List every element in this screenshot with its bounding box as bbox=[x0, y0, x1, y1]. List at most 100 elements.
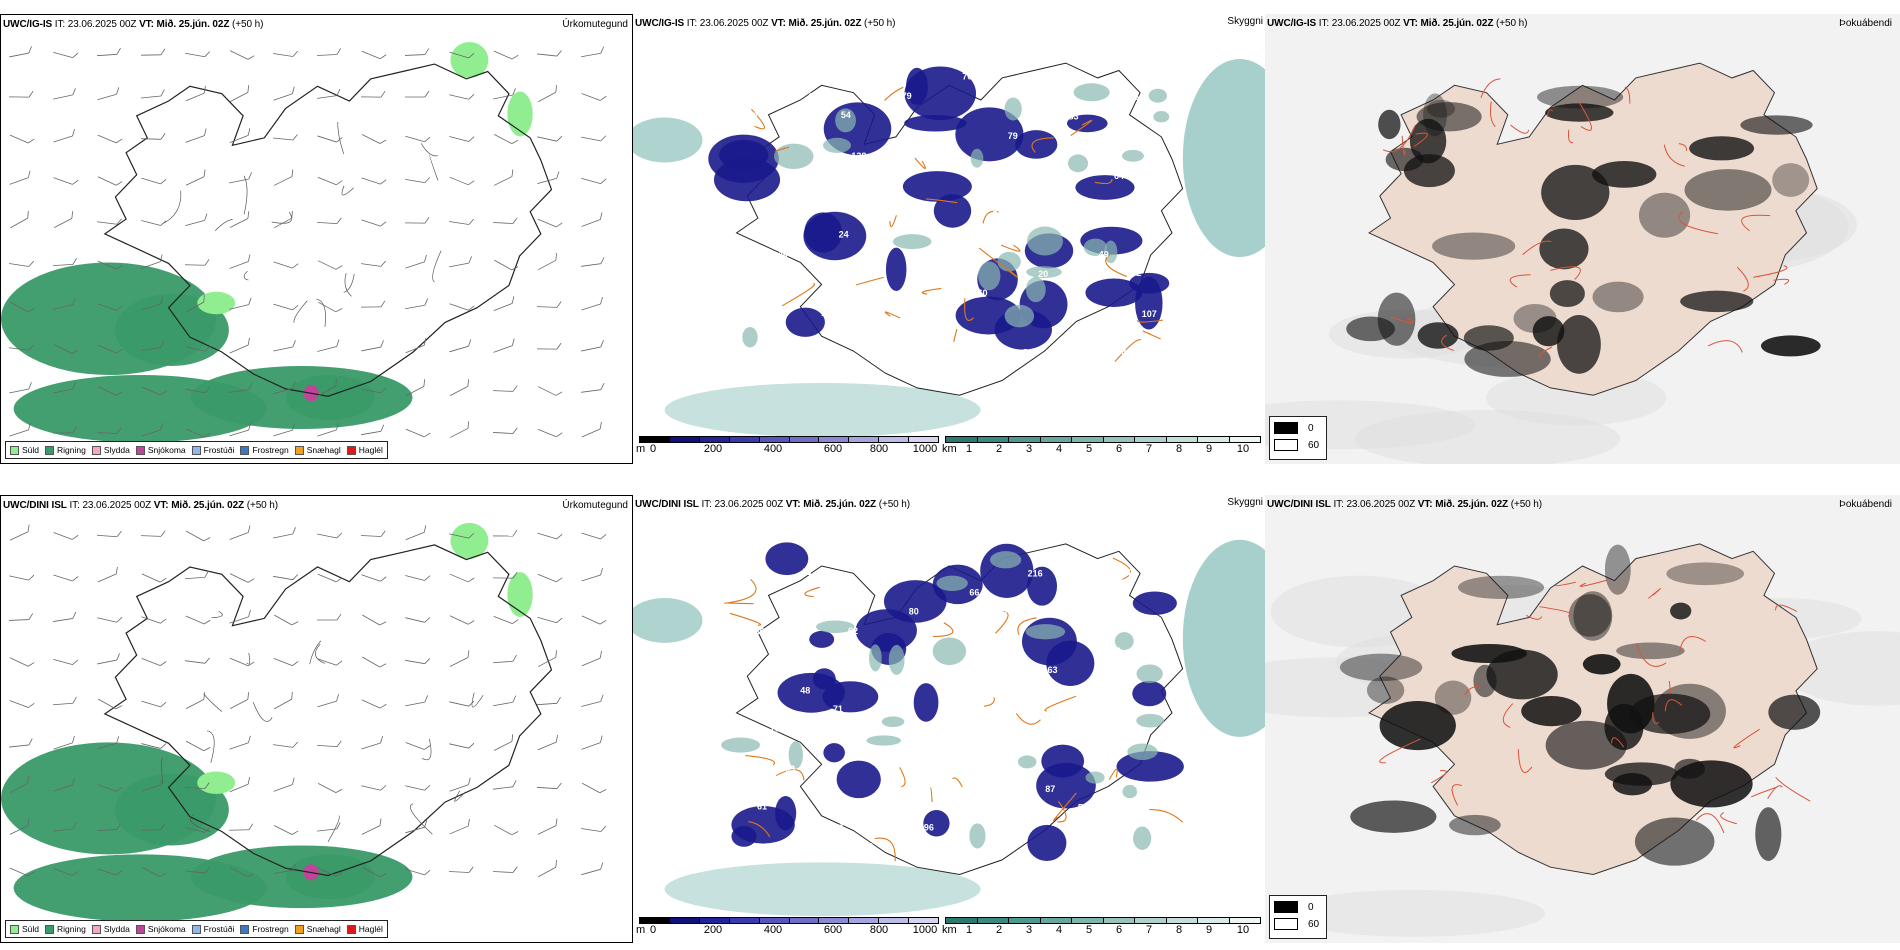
fog-index-area bbox=[1378, 109, 1401, 140]
fog-index-area bbox=[1451, 644, 1528, 664]
wind-barb bbox=[318, 301, 343, 313]
wind-barb bbox=[449, 532, 475, 539]
fog-index-area bbox=[1434, 680, 1472, 715]
wind-barb bbox=[493, 338, 515, 353]
low-ceiling-area bbox=[785, 307, 825, 337]
wind-barb bbox=[537, 253, 557, 271]
wind-barb bbox=[185, 657, 210, 664]
ceiling-value-label: 62 bbox=[848, 626, 858, 636]
visibility-patch bbox=[1122, 784, 1138, 799]
visibility-patch bbox=[892, 234, 932, 250]
road-line bbox=[1108, 768, 1118, 780]
wind-barb bbox=[97, 303, 123, 311]
wind-barb bbox=[404, 90, 430, 98]
wind-barb bbox=[9, 170, 31, 185]
wind-barb bbox=[141, 89, 165, 99]
wind-barb bbox=[360, 300, 386, 308]
wind-barb bbox=[141, 700, 167, 708]
ceiling-value-label: 54 bbox=[956, 841, 966, 851]
wind-barb bbox=[537, 532, 563, 540]
visibility-colorbar-ticks: km 1 2 3 4 5 6 7 8 9 10 bbox=[942, 443, 1261, 455]
wind-barb bbox=[537, 734, 558, 751]
legend-swatch bbox=[135, 924, 145, 934]
wind-barb bbox=[492, 654, 517, 664]
low-ceiling-area bbox=[955, 107, 1024, 162]
ceiling-value-label: 75 bbox=[1093, 724, 1103, 734]
wind-barb bbox=[53, 868, 79, 876]
wind-barb bbox=[273, 303, 299, 311]
wind-barb bbox=[97, 87, 120, 101]
contour-line bbox=[429, 154, 439, 181]
fog-legend: 0 60 bbox=[1269, 416, 1327, 460]
road-line bbox=[1031, 137, 1054, 153]
road-line bbox=[1522, 240, 1552, 256]
contour-line bbox=[421, 738, 432, 761]
wind-barb bbox=[317, 422, 339, 437]
road-line bbox=[1635, 643, 1667, 667]
ceiling-tick: 800 bbox=[869, 924, 889, 936]
wind-barb bbox=[492, 217, 518, 224]
road-line bbox=[775, 769, 805, 781]
wind-barb bbox=[317, 822, 341, 832]
wind-barb bbox=[317, 573, 343, 583]
road-line bbox=[1094, 178, 1113, 185]
wind-barb bbox=[185, 428, 211, 438]
ceiling-value-label: 97 bbox=[987, 684, 997, 694]
wind-barb bbox=[318, 379, 337, 397]
wind-barb bbox=[362, 866, 387, 878]
visibility-colorbar: km 1 2 3 4 5 6 7 8 9 10 bbox=[942, 436, 1261, 455]
low-ceiling-area bbox=[913, 683, 939, 722]
low-visibility-area bbox=[1182, 539, 1265, 737]
ceiling-value-label: 51 bbox=[803, 567, 813, 577]
low-visibility-area bbox=[664, 383, 981, 437]
wind-barb bbox=[98, 698, 123, 710]
low-ceiling-area bbox=[1027, 566, 1058, 606]
wind-barb bbox=[9, 700, 35, 708]
road-line bbox=[1579, 579, 1607, 587]
ceiling-value-label: 69 bbox=[863, 842, 873, 852]
wind-barb bbox=[185, 827, 211, 833]
road-line bbox=[1451, 784, 1462, 806]
ceiling-value-label: 47 bbox=[869, 72, 879, 82]
wind-barb bbox=[494, 259, 519, 271]
wind-barb bbox=[141, 657, 167, 667]
wind-barb bbox=[537, 818, 558, 835]
visibility-tick: 1 bbox=[965, 443, 973, 455]
wind-barb bbox=[273, 574, 299, 581]
wind-barb bbox=[361, 50, 387, 60]
visibility-patch bbox=[1153, 111, 1170, 123]
ceiling-value-label: 38 bbox=[856, 327, 866, 337]
visibility-patch bbox=[932, 637, 967, 666]
wind-barb bbox=[581, 735, 603, 750]
road-line bbox=[982, 210, 1000, 224]
visibility-patch bbox=[1025, 624, 1066, 640]
wind-barb bbox=[362, 614, 387, 626]
wind-barb bbox=[449, 176, 475, 186]
legend-swatch bbox=[240, 924, 250, 934]
wind-barb bbox=[361, 574, 387, 582]
ceiling-value-label: 70 bbox=[915, 132, 925, 142]
wind-barb bbox=[229, 735, 251, 750]
panel-type-label: Þokuábendi bbox=[1839, 18, 1892, 29]
wind-barb bbox=[405, 820, 428, 834]
wind-barb bbox=[448, 866, 474, 873]
ceiling-value-label: 76 bbox=[787, 645, 797, 655]
road-line bbox=[1664, 699, 1682, 712]
legend-swatch bbox=[10, 445, 19, 455]
road-line bbox=[1413, 132, 1428, 147]
wind-barb bbox=[141, 297, 164, 311]
wind-barb bbox=[581, 862, 604, 876]
wind-barb bbox=[493, 734, 514, 751]
rain-area bbox=[285, 375, 375, 420]
visibility-patch bbox=[1114, 632, 1134, 650]
road-line bbox=[1775, 776, 1811, 802]
wind-barb bbox=[52, 426, 78, 434]
ceiling-value-label: 39 bbox=[1147, 189, 1157, 199]
fog-legend-swatch bbox=[1274, 918, 1298, 930]
road-line bbox=[1767, 785, 1783, 799]
wind-barb bbox=[581, 135, 607, 142]
ceiling-value-label: 53 bbox=[1078, 802, 1088, 812]
visibility-tick: 8 bbox=[1175, 924, 1183, 936]
wind-barb bbox=[185, 51, 211, 58]
ceiling-value-label: 68 bbox=[1084, 328, 1094, 338]
